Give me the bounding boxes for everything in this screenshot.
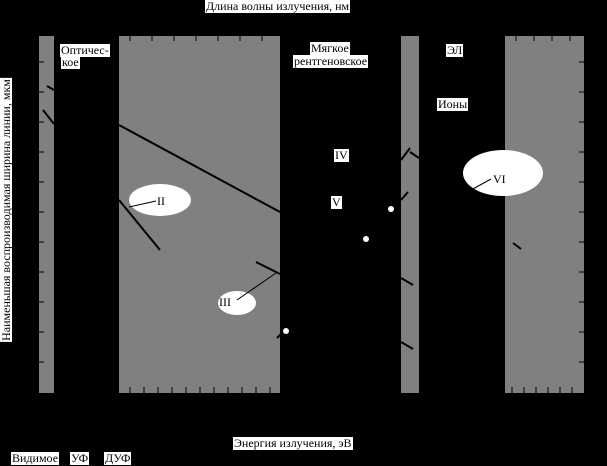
x-axis-label: Энергия излучения, эВ xyxy=(233,436,353,450)
region-label-optical-1: Оптичес- xyxy=(60,43,110,57)
trend-line-optical xyxy=(118,124,281,213)
band-optical xyxy=(119,36,280,393)
trend-line-strip-c xyxy=(400,191,409,201)
y-axis-label: Наименьшая воспроизводимая ширина линии,… xyxy=(0,78,13,342)
leader-line-iii xyxy=(236,272,277,301)
trend-line-strip-b xyxy=(409,151,420,159)
region-label-optical-2: кое xyxy=(61,55,80,69)
band-mid-strip xyxy=(401,36,419,393)
region-iii-ellipse xyxy=(218,291,256,315)
band-label-uv: УФ xyxy=(70,451,90,465)
band-label-visible: Видимое xyxy=(11,451,60,465)
band-left-strip xyxy=(39,36,54,393)
data-point xyxy=(283,328,289,334)
annotation-vi: VI xyxy=(493,172,506,186)
trend-line-optical-d xyxy=(276,331,284,339)
annotation-iv: IV xyxy=(334,148,349,162)
data-point xyxy=(388,206,394,212)
trend-line-strip-d xyxy=(400,277,414,286)
trend-line-optical-lower xyxy=(118,199,161,251)
annotation-v: V xyxy=(331,195,342,209)
region-label-softxray-1: Мягкое xyxy=(310,41,350,55)
region-label-softxray-2: рентгеновское xyxy=(293,54,369,68)
top-axis-label: Длина волны излучения, нм xyxy=(205,0,351,13)
band-label-duv: ДУФ xyxy=(104,451,132,465)
band-el xyxy=(505,36,584,393)
trend-line-optical-c xyxy=(255,261,281,275)
axis-ticks xyxy=(39,36,584,393)
annotation-iii: III xyxy=(219,295,231,309)
leader-line-ii xyxy=(128,200,157,208)
trend-line-strip-a xyxy=(400,147,411,161)
trend-line-strip-e xyxy=(400,341,414,350)
data-point xyxy=(363,236,369,242)
region-vi-ellipse xyxy=(463,150,543,196)
region-label-el: ЭЛ xyxy=(446,43,464,57)
trend-line-left-b xyxy=(42,109,55,125)
region-label-ions: Ионы xyxy=(437,97,469,111)
trend-line-left-a xyxy=(46,85,55,91)
annotation-ii: II xyxy=(157,194,165,208)
leader-line-vi xyxy=(470,178,492,191)
region-ii-ellipse xyxy=(129,184,191,216)
trend-line-el xyxy=(512,242,522,250)
